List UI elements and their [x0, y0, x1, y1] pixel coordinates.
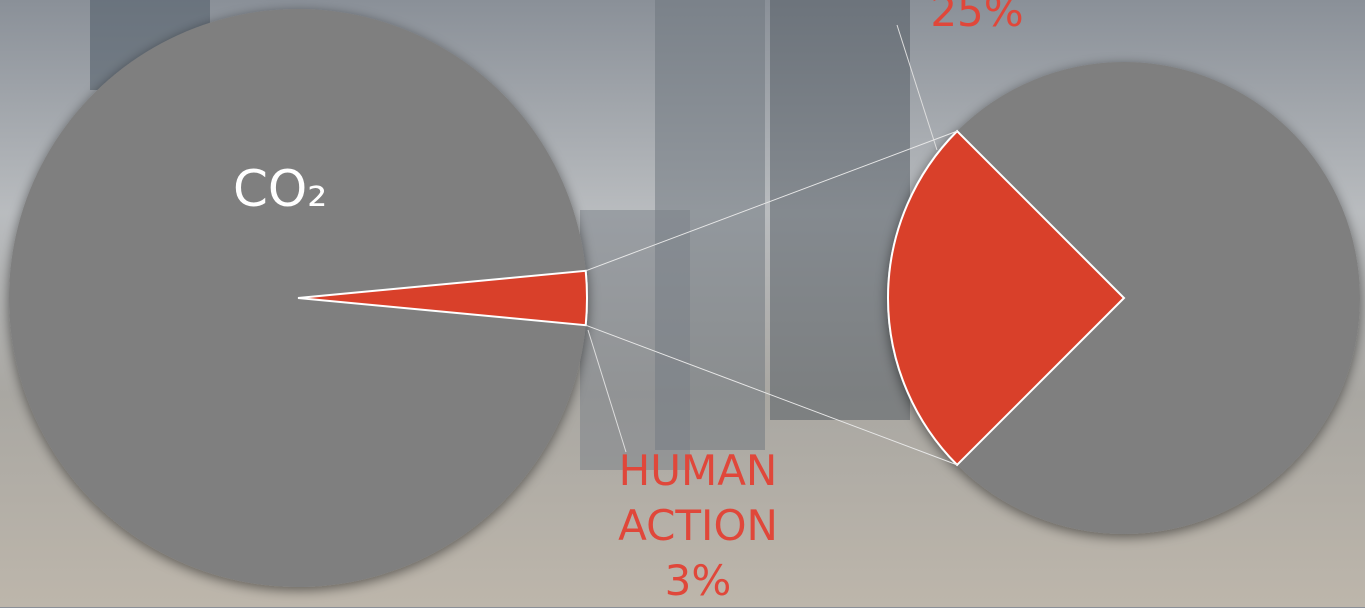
page: CO₂ HUMAN ACTION 3% 25% (() => { const d…	[0, 0, 1365, 607]
chart-title: CO₂	[233, 160, 327, 218]
slice-label: HUMAN ACTION	[598, 443, 798, 553]
background-building	[770, 0, 910, 420]
value-label: 25%	[877, 0, 1077, 39]
background-building	[580, 210, 690, 470]
value-label: 3%	[598, 553, 798, 608]
title-text: CO₂	[233, 160, 327, 218]
